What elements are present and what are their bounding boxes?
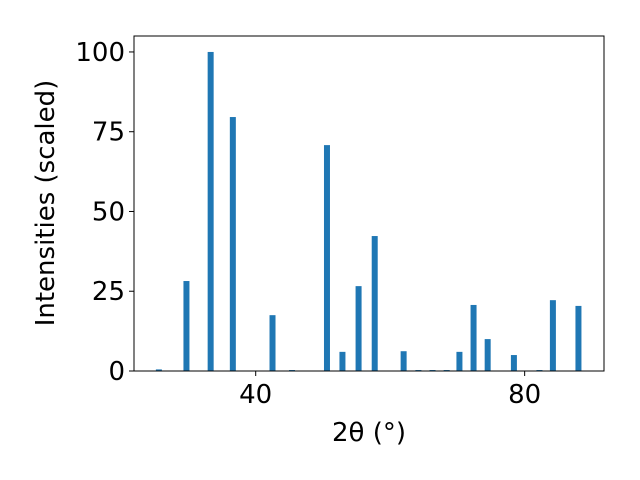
- bar: [484, 339, 491, 371]
- bar: [510, 355, 517, 371]
- x-tick-label: 80: [508, 380, 541, 410]
- x-tick-label: 40: [239, 380, 272, 410]
- bar: [355, 286, 362, 371]
- y-axis-label: Intensities (scaled): [31, 80, 61, 327]
- plot-frame: [133, 35, 605, 372]
- bar: [229, 117, 236, 372]
- bar: [575, 305, 582, 371]
- bar: [400, 351, 407, 371]
- bar: [371, 236, 378, 371]
- y-tick-label: 25: [92, 277, 125, 307]
- bar: [456, 351, 463, 371]
- bar: [183, 281, 190, 371]
- bar: [207, 51, 214, 371]
- bar: [323, 145, 330, 371]
- bar: [549, 300, 556, 371]
- bar: [339, 351, 346, 371]
- bar: [155, 369, 162, 371]
- y-tick-label: 0: [108, 357, 125, 387]
- bar: [470, 304, 477, 371]
- y-tick-label: 50: [92, 197, 125, 227]
- y-tick-label: 75: [92, 118, 125, 148]
- x-axis-label: 2θ (°): [332, 418, 406, 448]
- y-tick-label: 100: [75, 38, 125, 68]
- bar: [269, 315, 276, 371]
